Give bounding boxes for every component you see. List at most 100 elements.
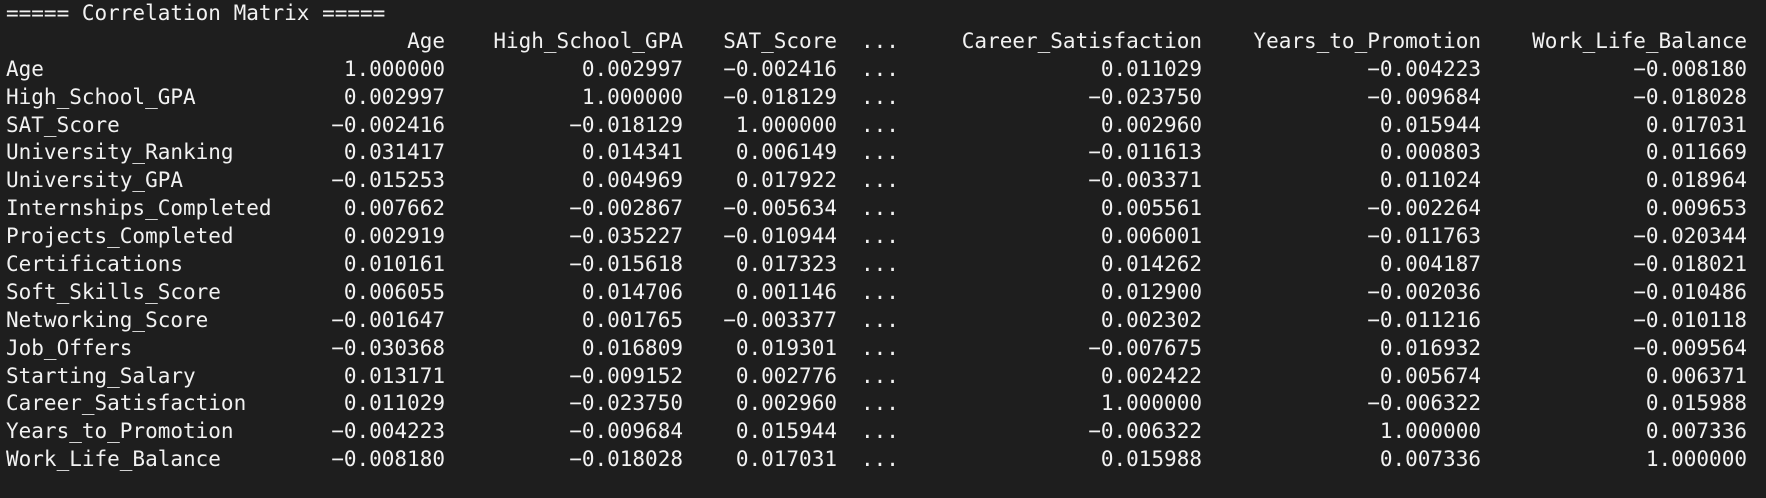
matrix-cell: 1.000000 bbox=[1379, 419, 1481, 444]
matrix-cell: 0.014262 bbox=[1100, 252, 1202, 277]
matrix-cell: −0.015253 bbox=[331, 168, 445, 193]
matrix-cell: 0.012900 bbox=[1100, 279, 1202, 304]
matrix-cell: −0.023750 bbox=[569, 391, 683, 416]
matrix-cell: −0.018129 bbox=[723, 84, 837, 109]
matrix-cell: −0.004223 bbox=[1367, 56, 1481, 81]
matrix-cell: −0.001647 bbox=[331, 307, 445, 332]
matrix-row: High_School_GPA 0.002997 1.000000 −0.018129… bbox=[6, 84, 1760, 112]
ellipsis: ... bbox=[861, 112, 899, 137]
row-label: Soft_Skills_Score bbox=[6, 279, 221, 304]
matrix-cell: −0.009564 bbox=[1633, 335, 1747, 360]
matrix-cell: −0.002416 bbox=[331, 112, 445, 137]
correlation-matrix-title: ===== Correlation Matrix ===== bbox=[6, 1, 386, 25]
matrix-cell: −0.008180 bbox=[331, 447, 445, 472]
column-header-row: Age High_School_GPA SAT_Score ... Career… bbox=[6, 28, 1760, 56]
matrix-cell: 0.017323 bbox=[735, 252, 837, 277]
matrix-rows: Age 1.000000 0.002997 −0.002416... 0.011029 −… bbox=[6, 56, 1760, 474]
matrix-cell: 0.014706 bbox=[581, 279, 683, 304]
row-label: SAT_Score bbox=[6, 112, 120, 137]
ellipsis: ... bbox=[861, 224, 899, 249]
matrix-cell: 0.004969 bbox=[581, 168, 683, 193]
matrix-cell: 0.016932 bbox=[1379, 335, 1481, 360]
row-label: Age bbox=[6, 56, 44, 81]
matrix-cell: 1.000000 bbox=[735, 112, 837, 137]
matrix-row: Job_Offers −0.030368 0.016809 0.019301... −0… bbox=[6, 335, 1760, 363]
row-label: Job_Offers bbox=[6, 335, 133, 360]
row-label: Work_Life_Balance bbox=[6, 447, 221, 472]
matrix-cell: −0.020344 bbox=[1633, 224, 1747, 249]
matrix-cell: 0.002302 bbox=[1100, 307, 1202, 332]
matrix-row: Career_Satisfaction 0.011029 −0.023750 0.00… bbox=[6, 390, 1760, 418]
column-header: Years_to_Promotion bbox=[1253, 28, 1481, 53]
matrix-cell: −0.002867 bbox=[569, 196, 683, 221]
matrix-cell: −0.023750 bbox=[1088, 84, 1202, 109]
ellipsis: ... bbox=[861, 335, 899, 360]
matrix-cell: −0.018028 bbox=[1633, 84, 1747, 109]
matrix-cell: 0.006149 bbox=[735, 140, 837, 165]
matrix-cell: −0.030368 bbox=[331, 335, 445, 360]
matrix-cell: 0.000803 bbox=[1379, 140, 1481, 165]
matrix-cell: −0.010944 bbox=[723, 224, 837, 249]
row-label: Starting_Salary bbox=[6, 363, 196, 388]
matrix-cell: 0.006055 bbox=[343, 279, 445, 304]
terminal-output: ===== Correlation Matrix ===== Age High_… bbox=[6, 0, 1760, 498]
ellipsis: ... bbox=[861, 279, 899, 304]
ellipsis: ... bbox=[861, 84, 899, 109]
matrix-cell: −0.018129 bbox=[569, 112, 683, 137]
matrix-cell: 0.016809 bbox=[581, 335, 683, 360]
matrix-cell: 0.005561 bbox=[1100, 196, 1202, 221]
matrix-cell: 0.005674 bbox=[1379, 363, 1481, 388]
matrix-cell: 0.002997 bbox=[343, 84, 445, 109]
ellipsis: ... bbox=[861, 28, 899, 53]
matrix-row: Starting_Salary 0.013171 −0.009152 0.002776… bbox=[6, 363, 1760, 391]
matrix-cell: 0.002960 bbox=[1100, 112, 1202, 137]
matrix-cell: 0.017922 bbox=[735, 168, 837, 193]
matrix-row: University_Ranking 0.031417 0.014341 0.0061… bbox=[6, 139, 1760, 167]
matrix-row: Certifications 0.010161 −0.015618 0.017323.… bbox=[6, 251, 1760, 279]
matrix-cell: 0.004187 bbox=[1379, 252, 1481, 277]
matrix-cell: 0.002997 bbox=[581, 56, 683, 81]
matrix-cell: −0.002416 bbox=[723, 56, 837, 81]
output-title: ===== Correlation Matrix ===== bbox=[6, 0, 1760, 28]
matrix-cell: −0.009684 bbox=[569, 419, 683, 444]
matrix-row: Projects_Completed 0.002919 −0.035227 −0.01… bbox=[6, 223, 1760, 251]
row-label: University_Ranking bbox=[6, 140, 234, 165]
row-label: Certifications bbox=[6, 252, 184, 277]
matrix-cell: −0.003377 bbox=[723, 307, 837, 332]
matrix-cell: −0.018021 bbox=[1633, 252, 1747, 277]
matrix-cell: 1.000000 bbox=[1100, 391, 1202, 416]
matrix-cell: 0.010161 bbox=[343, 252, 445, 277]
row-label: High_School_GPA bbox=[6, 84, 196, 109]
matrix-row: Internships_Completed 0.007662 −0.002867 −0… bbox=[6, 195, 1760, 223]
matrix-cell: 0.015944 bbox=[735, 419, 837, 444]
ellipsis: ... bbox=[861, 196, 899, 221]
ellipsis: ... bbox=[861, 391, 899, 416]
matrix-cell: −0.009152 bbox=[569, 363, 683, 388]
matrix-row: Years_to_Promotion −0.004223 −0.009684 0.01… bbox=[6, 418, 1760, 446]
row-label: Career_Satisfaction bbox=[6, 391, 247, 416]
ellipsis: ... bbox=[861, 363, 899, 388]
matrix-cell: 0.017031 bbox=[1645, 112, 1747, 137]
matrix-cell: −0.002036 bbox=[1367, 279, 1481, 304]
matrix-cell: 0.014341 bbox=[581, 140, 683, 165]
matrix-cell: 0.019301 bbox=[735, 335, 837, 360]
matrix-cell: −0.011763 bbox=[1367, 224, 1481, 249]
matrix-cell: 0.011029 bbox=[343, 391, 445, 416]
column-header: High_School_GPA bbox=[493, 28, 683, 53]
matrix-row: Networking_Score −0.001647 0.001765 −0.0033… bbox=[6, 307, 1760, 335]
matrix-cell: −0.005634 bbox=[723, 196, 837, 221]
matrix-cell: 0.006371 bbox=[1645, 363, 1747, 388]
row-label: Networking_Score bbox=[6, 307, 209, 332]
matrix-row: SAT_Score −0.002416 −0.018129 1.000000... 0.… bbox=[6, 112, 1760, 140]
matrix-cell: 0.017031 bbox=[735, 447, 837, 472]
matrix-cell: 0.009653 bbox=[1645, 196, 1747, 221]
column-header: Career_Satisfaction bbox=[961, 28, 1202, 53]
matrix-cell: −0.018028 bbox=[569, 447, 683, 472]
ellipsis: ... bbox=[861, 307, 899, 332]
matrix-cell: 0.002960 bbox=[735, 391, 837, 416]
ellipsis: ... bbox=[861, 419, 899, 444]
matrix-cell: 0.015988 bbox=[1645, 391, 1747, 416]
matrix-cell: −0.009684 bbox=[1367, 84, 1481, 109]
matrix-cell: 0.018964 bbox=[1645, 168, 1747, 193]
ellipsis: ... bbox=[861, 168, 899, 193]
